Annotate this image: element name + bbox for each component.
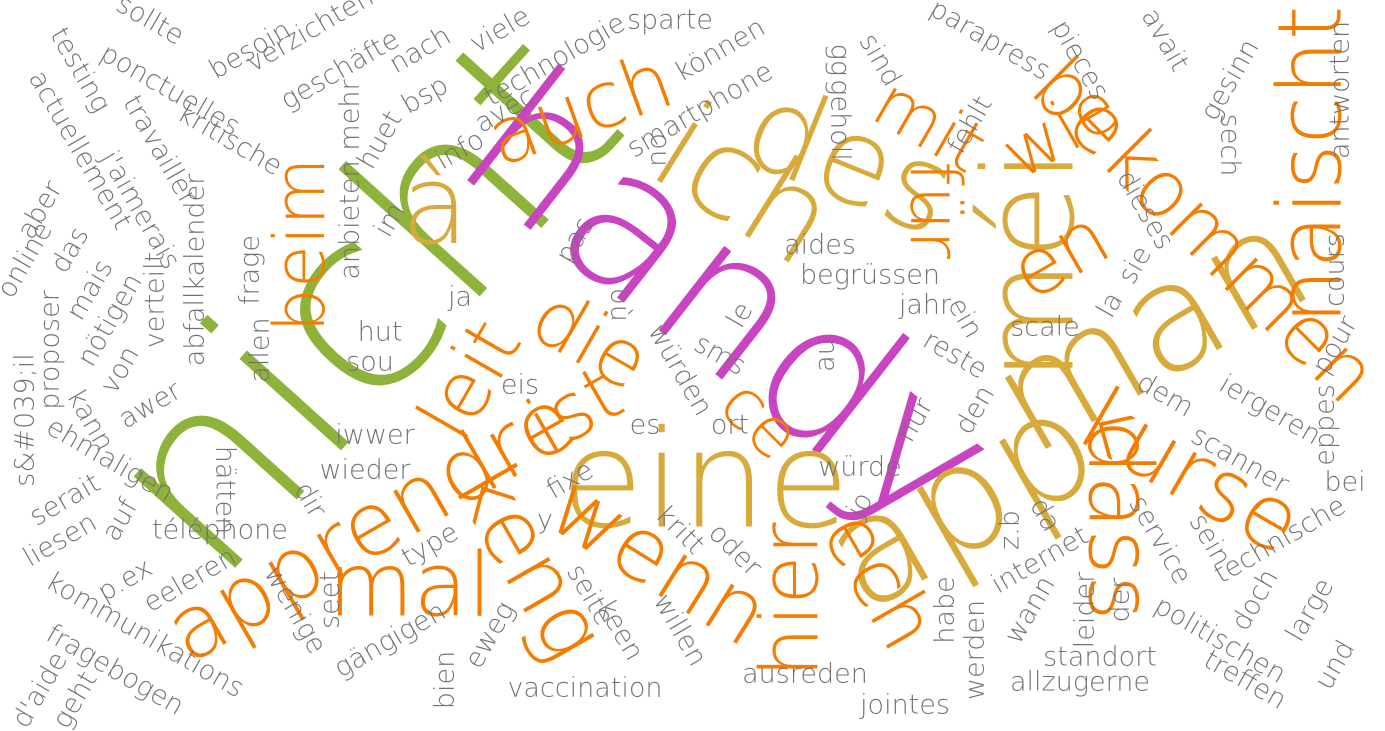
word: ort [711, 410, 749, 441]
word: z.b [995, 510, 1026, 550]
word: au [810, 338, 841, 372]
word: vaccination [507, 673, 662, 704]
word: hätten [210, 446, 241, 535]
word: bei [1324, 467, 1365, 498]
word: seet [315, 571, 346, 629]
word: à [401, 141, 468, 269]
word: gg [825, 44, 856, 76]
word: abfallkalender [180, 173, 211, 366]
word: wieder [319, 455, 411, 486]
word: jointes [859, 690, 950, 721]
word: standort [1043, 642, 1157, 673]
word: cours [1320, 233, 1351, 307]
word: hier [744, 522, 837, 677]
word: hut [358, 317, 403, 348]
word: ja [447, 282, 472, 313]
word: sparte [627, 5, 713, 36]
word: jahr [898, 290, 952, 321]
word: eppes [1310, 384, 1341, 466]
word: mal [328, 534, 492, 637]
word: proposer [35, 289, 66, 410]
word: gesinn [1194, 34, 1265, 126]
word: s&#039;il [10, 353, 41, 486]
word: leider [1070, 571, 1101, 648]
word: eis [501, 370, 539, 401]
word: geholl [825, 79, 856, 160]
word: sou [346, 347, 394, 378]
word: ausreden [742, 659, 868, 690]
word: beim [259, 157, 341, 332]
word: large [1280, 573, 1341, 647]
word: würde [818, 452, 902, 483]
word: frage [235, 235, 266, 305]
word: allzugerne [1010, 667, 1150, 698]
word: ou [645, 133, 676, 167]
word: anbieten [335, 160, 366, 279]
word: werden [960, 600, 991, 700]
word: parapress [924, 0, 1055, 87]
word: verteilt [140, 252, 171, 348]
word: mehr [335, 79, 366, 151]
word: aides [784, 230, 856, 261]
word: naischt [1259, 6, 1362, 325]
word: iwwer [335, 420, 415, 451]
word: y [537, 505, 553, 536]
word: scale [1010, 312, 1080, 343]
word: es [630, 410, 661, 441]
word: der [1105, 577, 1136, 623]
word: und [1309, 635, 1362, 695]
word: où [605, 288, 636, 322]
word: méi [958, 148, 1103, 381]
word: avait [1135, 3, 1195, 77]
word: bien [430, 651, 461, 709]
word: allen [245, 317, 276, 382]
word: für [894, 161, 976, 259]
word: eine [560, 402, 849, 559]
word: sech [1215, 114, 1246, 177]
word: téléphone [152, 515, 288, 546]
word: begrüssen [800, 260, 940, 291]
word: antworten [1325, 21, 1356, 159]
word: dass [1069, 419, 1172, 620]
word: habe [930, 576, 961, 643]
